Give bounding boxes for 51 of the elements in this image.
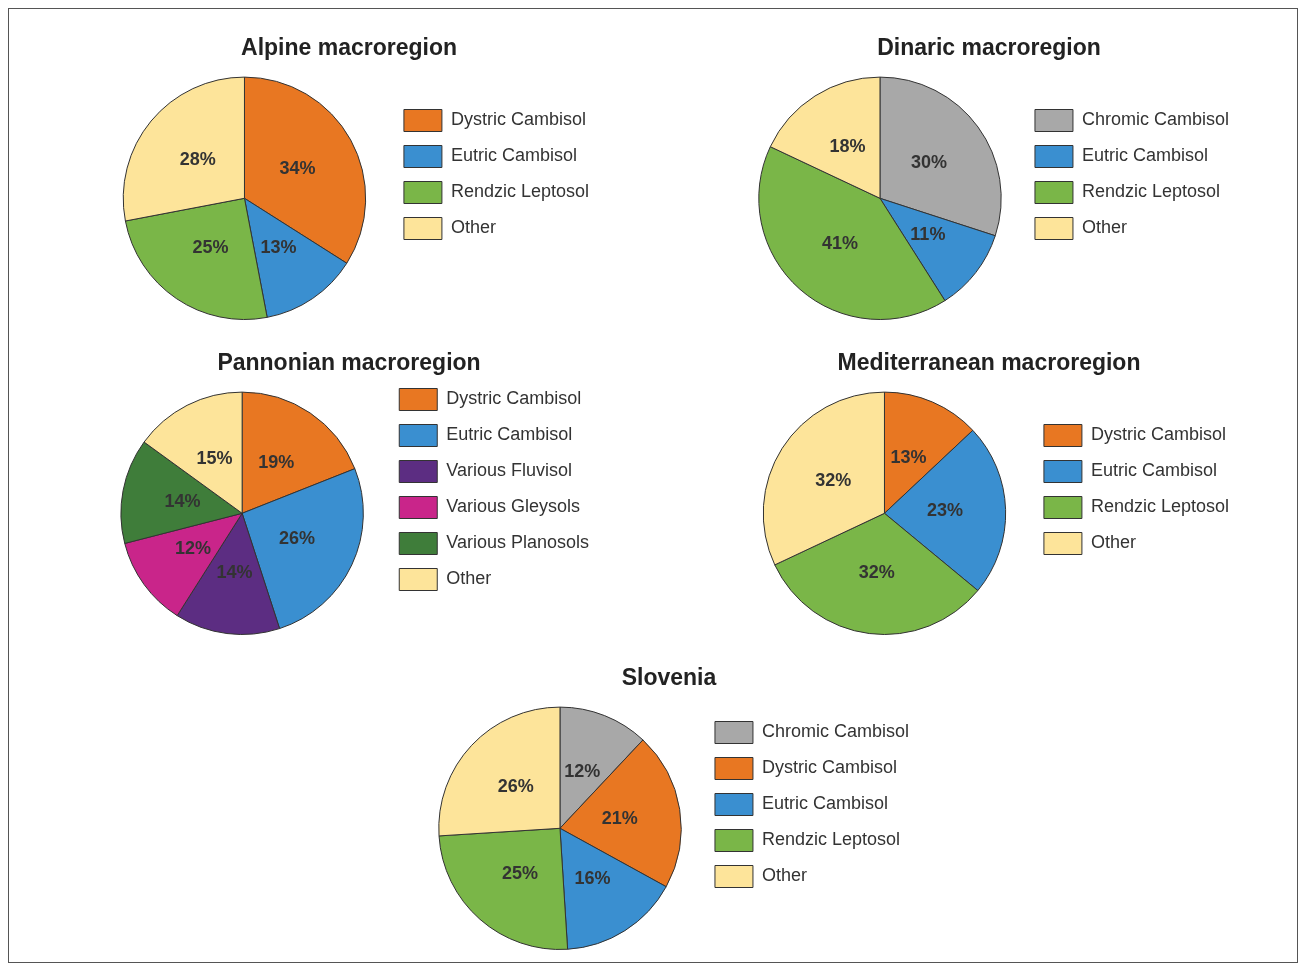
data-label: 11%: [910, 224, 946, 245]
legend-label: Rendzic Leptosol: [1090, 496, 1230, 517]
legend-label: Rendzic Leptosol: [450, 181, 590, 202]
data-label: 12%: [175, 537, 212, 558]
legend-label: Other: [1090, 532, 1136, 553]
data-label: 32%: [815, 469, 852, 490]
data-label: 18%: [829, 136, 866, 157]
data-label: 26%: [497, 775, 534, 796]
legend-label: Other: [446, 568, 492, 589]
data-label: 14%: [216, 562, 253, 583]
data-label: 16%: [574, 868, 611, 889]
legend-label: Other: [1081, 217, 1127, 238]
data-label: 21%: [601, 807, 638, 828]
legend-label: Dystric Cambisol: [1090, 424, 1226, 445]
data-label: 26%: [278, 528, 315, 549]
legend-label: Chromic Cambisol: [1081, 109, 1230, 130]
data-label: 32%: [858, 562, 895, 583]
chart-title: Pannonian macroregion: [217, 349, 481, 376]
legend-label: Other: [761, 865, 807, 886]
data-label: 19%: [258, 452, 295, 473]
legend-label: Other: [450, 217, 496, 238]
data-label: 30%: [910, 151, 948, 172]
data-label: 34%: [279, 158, 316, 179]
legend-label: Eutric Cambisol: [450, 145, 577, 166]
chart-title: Dinaric macroregion: [877, 34, 1101, 61]
data-label: 25%: [192, 237, 229, 258]
data-label: 28%: [179, 148, 216, 169]
legend-label: Various Fluvisol: [446, 460, 572, 481]
chart-title: Slovenia: [621, 664, 717, 691]
legend-label: Dystric Cambisol: [761, 757, 897, 778]
data-label: 15%: [196, 448, 233, 469]
data-label: 13%: [260, 237, 297, 258]
legend-label: Eutric Cambisol: [761, 793, 889, 814]
legend-label: Rendzic Leptosol: [1081, 181, 1221, 202]
legend-label: Various Gleysols: [446, 496, 580, 517]
legend-label: Eutric Cambisol: [1090, 460, 1217, 481]
legend-label: Chromic Cambisol: [761, 721, 910, 742]
chart-title: Mediterranean macroregion: [837, 349, 1141, 376]
chart-title: Alpine macroregion: [241, 34, 457, 61]
data-label: 13%: [890, 446, 927, 467]
data-label: 23%: [927, 500, 964, 521]
legend-label: Dystric Cambisol: [450, 109, 586, 130]
legend-label: Eutric Cambisol: [1081, 145, 1209, 166]
legend-label: Various Planosols: [446, 532, 590, 553]
legend-label: Rendzic Leptosol: [761, 829, 901, 850]
data-label: 12%: [564, 760, 601, 781]
data-label: 14%: [164, 490, 201, 511]
legend-label: Eutric Cambisol: [446, 424, 573, 445]
data-label: 25%: [501, 862, 538, 883]
legend-label: Dystric Cambisol: [446, 388, 582, 409]
data-label: 41%: [821, 232, 858, 253]
